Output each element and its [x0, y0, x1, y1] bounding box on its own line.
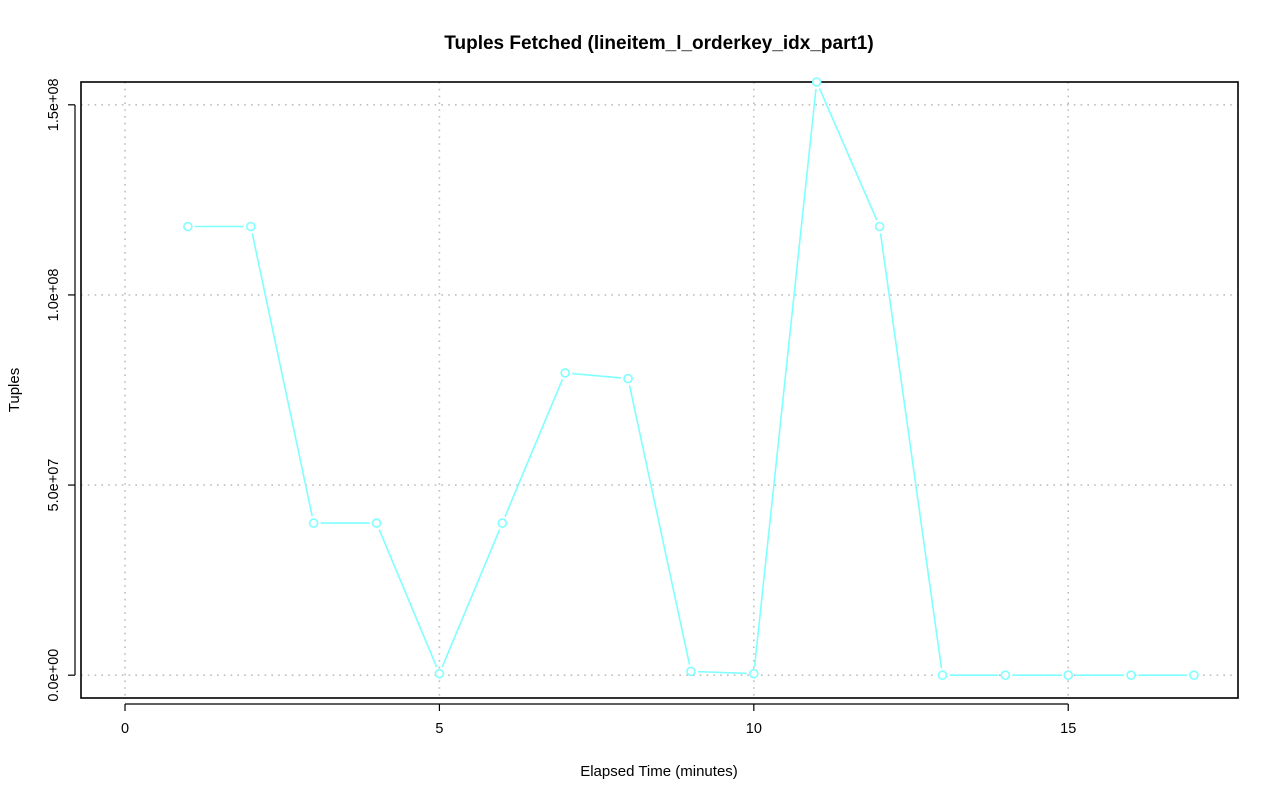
series-line-segment	[251, 233, 313, 517]
plot-frame	[80, 81, 1239, 699]
data-point	[749, 668, 759, 679]
data-point	[874, 221, 885, 232]
data-point	[811, 77, 822, 87]
x-tick-label: 0	[121, 721, 129, 737]
y-tick-label: 1.0e+08	[46, 269, 62, 322]
data-point	[434, 668, 445, 679]
x-tick-label: 10	[746, 721, 762, 737]
series-line-segment	[879, 233, 943, 669]
data-point	[1126, 670, 1136, 680]
series-line-segment	[628, 385, 691, 665]
y-axis-label: Tuples	[6, 368, 23, 412]
data-point	[245, 221, 256, 232]
data-point	[623, 373, 633, 384]
y-tick-label: 0.0e+00	[46, 649, 62, 702]
data-point	[937, 670, 948, 680]
data-point	[308, 518, 319, 528]
series-layer	[183, 77, 1199, 680]
series-line-segment	[818, 88, 878, 221]
series-line-segment	[504, 379, 564, 517]
x-axis-label: Elapsed Time (minutes)	[580, 763, 738, 780]
series-line-segment	[378, 529, 438, 668]
series-line-segment	[697, 670, 747, 675]
y-tick-label: 1.5e+08	[46, 78, 62, 131]
data-point	[1189, 670, 1199, 680]
data-point	[686, 666, 696, 677]
data-point	[371, 518, 382, 528]
grid	[81, 82, 1238, 698]
series-line-segment	[753, 88, 817, 667]
x-axis: 0 5 10 15	[121, 703, 1076, 737]
x-tick-label: 5	[435, 721, 443, 737]
data-point	[497, 518, 508, 528]
chart-title: Tuples Fetched (lineitem_l_orderkey_idx_…	[444, 33, 873, 54]
data-point	[183, 221, 193, 232]
series-line-segment	[441, 529, 501, 668]
data-point	[1000, 670, 1011, 680]
x-tick-label: 15	[1060, 721, 1076, 737]
y-axis: 0.0e+00 5.0e+07 1.0e+08 1.5e+08	[46, 78, 76, 702]
series-line-segment	[572, 372, 622, 379]
data-point	[560, 368, 570, 378]
data-point	[1063, 670, 1074, 680]
y-tick-label: 5.0e+07	[46, 459, 62, 512]
